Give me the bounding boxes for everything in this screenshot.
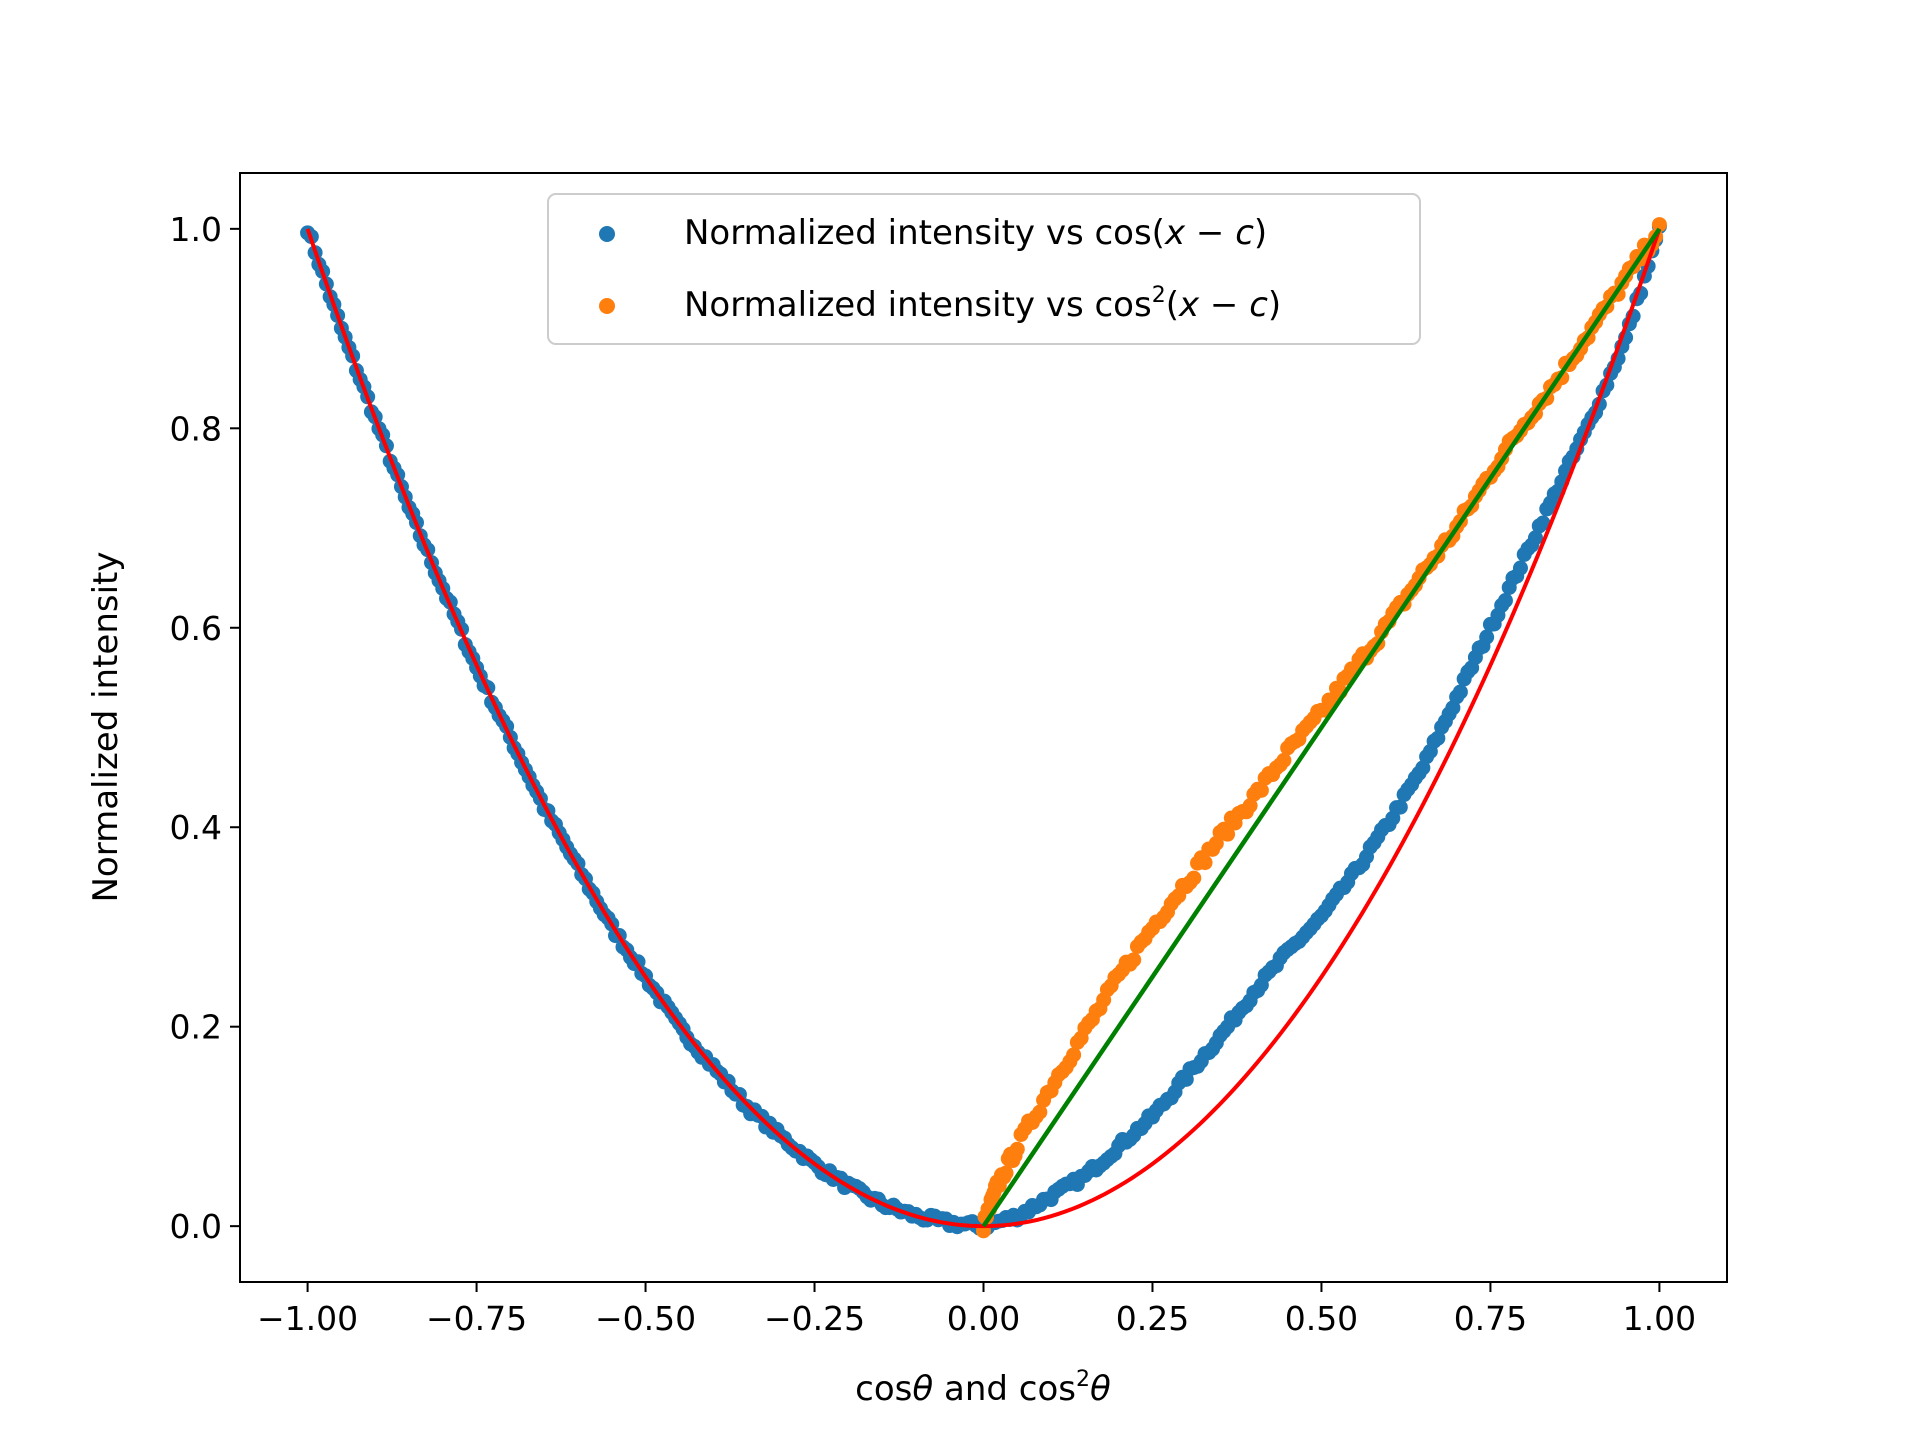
y-tick-label: 0.4 bbox=[170, 808, 222, 847]
data-point bbox=[1535, 515, 1551, 531]
y-tick-label: 1.0 bbox=[170, 210, 222, 249]
data-point bbox=[1527, 530, 1543, 546]
x-tick-label: 0.75 bbox=[1454, 1299, 1527, 1338]
x-tick-label: −1.00 bbox=[257, 1299, 358, 1338]
data-point bbox=[1242, 798, 1258, 814]
x-tick-label: −0.75 bbox=[426, 1299, 527, 1338]
data-point bbox=[1651, 217, 1667, 233]
data-point bbox=[1512, 560, 1528, 576]
x-tick-label: 0.00 bbox=[947, 1299, 1020, 1338]
legend-marker-cos bbox=[599, 226, 615, 242]
data-point bbox=[1032, 1104, 1048, 1120]
data-point bbox=[1066, 1047, 1082, 1063]
data-point bbox=[1220, 826, 1236, 842]
y-tick-label: 0.0 bbox=[170, 1207, 222, 1246]
x-tick-label: 0.50 bbox=[1285, 1299, 1358, 1338]
data-point bbox=[1009, 1141, 1025, 1157]
legend-box bbox=[547, 193, 1421, 345]
data-point bbox=[1276, 752, 1292, 768]
x-axis-label: cosθ and cos2θ bbox=[855, 1367, 1111, 1409]
data-point bbox=[1452, 684, 1468, 700]
data-point bbox=[1197, 855, 1213, 871]
data-point bbox=[1392, 799, 1408, 815]
x-tick-label: −0.25 bbox=[764, 1299, 865, 1338]
legend-marker-cos2 bbox=[599, 298, 615, 314]
data-point bbox=[1126, 952, 1142, 968]
legend-label-cos2: Normalized intensity vs cos2(x − c) bbox=[684, 283, 1281, 325]
data-point bbox=[1186, 870, 1202, 886]
data-point bbox=[1479, 629, 1495, 645]
y-tick-label: 0.6 bbox=[170, 609, 222, 648]
fit-line-green bbox=[981, 227, 1662, 1228]
y-axis-label: Normalized intensity bbox=[86, 551, 126, 902]
y-axis: 0.0 0.2 0.4 0.6 0.8 1.0 bbox=[170, 210, 240, 1246]
y-tick-label: 0.8 bbox=[170, 409, 222, 448]
data-point bbox=[1497, 593, 1513, 609]
data-point bbox=[1253, 782, 1269, 798]
data-point bbox=[998, 1165, 1014, 1181]
x-tick-label: 1.00 bbox=[1623, 1299, 1696, 1338]
legend: Normalized intensity vs cos(x − c) Norma… bbox=[547, 193, 1421, 345]
plot-area bbox=[300, 217, 1667, 1239]
y-tick-label: 0.2 bbox=[170, 1008, 222, 1047]
x-axis: −1.00 −0.75 −0.50 −0.25 0.00 0.25 0.50 0.75 1.00 bbox=[257, 1282, 1696, 1338]
x-tick-label: −0.50 bbox=[595, 1299, 696, 1338]
legend-label-cos: Normalized intensity vs cos(x − c) bbox=[684, 213, 1267, 253]
x-tick-label: 0.25 bbox=[1116, 1299, 1189, 1338]
